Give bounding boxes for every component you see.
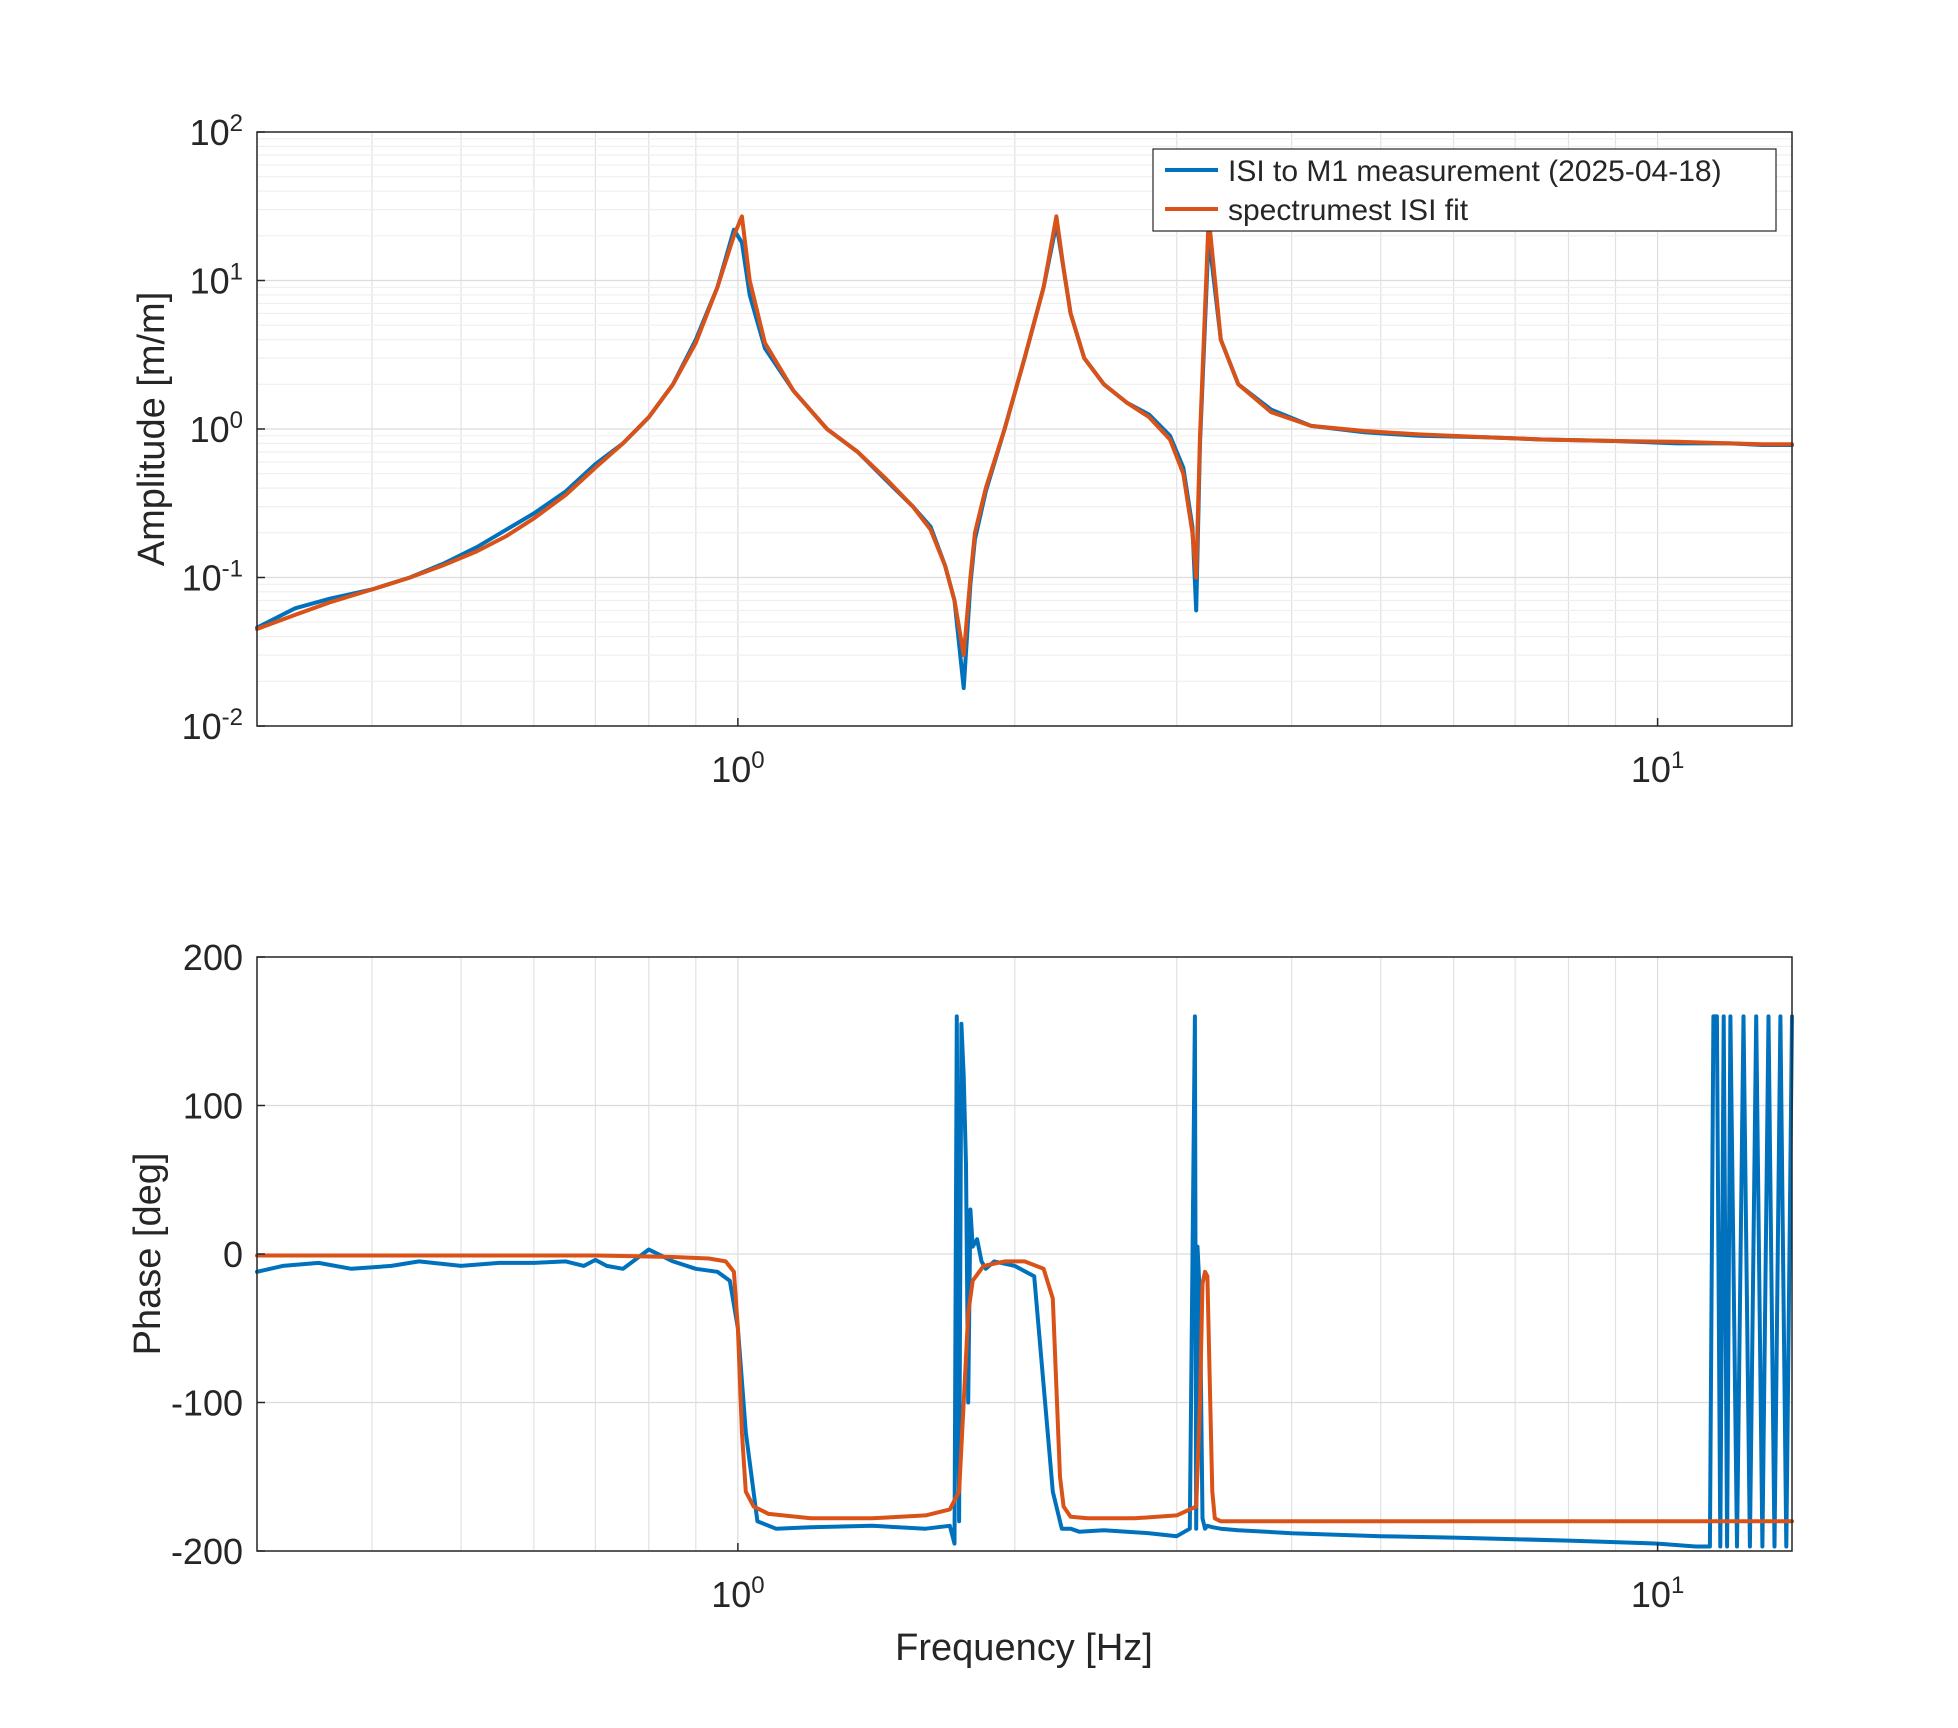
legend: ISI to M1 measurement (2025-04-18) spect…: [1152, 148, 1777, 232]
phase-panel: 200 100 0 -100 -200 100 101 Phase [deg] Frequ…: [127, 937, 1794, 1669]
amplitude-lines: [255, 214, 1794, 691]
phase-y-tick-labels: 200 100 0 -100 -200: [171, 937, 265, 1572]
legend-box: [1152, 148, 1777, 232]
amplitude-panel: 10-2 10-1 100 101 102 100 101 Amplitude [m/m]…: [131, 110, 1794, 790]
legend-fit-label: spectrumest ISI fit: [1228, 194, 1469, 227]
x-tick-label: 101: [1631, 1572, 1684, 1615]
y-tick-label: 101: [190, 259, 243, 302]
legend-measurement-label: ISI to M1 measurement (2025-04-18): [1228, 155, 1722, 188]
phase-lines: [255, 1014, 1794, 1549]
y-tick-label: 100: [190, 407, 243, 450]
phase-y-axis-label: Phase [deg]: [127, 1153, 169, 1356]
x-tick-label: 101: [1631, 747, 1684, 790]
phase-series-line-fit: [255, 1253, 1794, 1524]
x-tick-label: 100: [711, 1572, 764, 1615]
phase-x-tick-labels: 100 101: [711, 1543, 1684, 1615]
amplitude-x-tick-labels: 100 101: [711, 718, 1684, 790]
y-tick-label: -100: [171, 1383, 243, 1424]
y-tick-label: 200: [183, 937, 243, 978]
amplitude-series-line-fit: [255, 214, 1794, 658]
y-tick-label: 0: [223, 1234, 243, 1275]
y-tick-label: -200: [171, 1531, 243, 1572]
x-tick-label: 100: [711, 747, 764, 790]
y-tick-label: 102: [190, 110, 243, 153]
amplitude-y-axis-label: Amplitude [m/m]: [131, 292, 173, 567]
y-tick-label: 10-2: [182, 704, 243, 747]
amplitude-y-tick-labels: 10-2 10-1 100 101 102: [182, 110, 265, 747]
y-tick-label: 10-1: [182, 556, 243, 599]
phase-series-line-measurement: [255, 1014, 1794, 1549]
amplitude-grid: [256, 132, 1792, 726]
y-tick-label: 100: [183, 1086, 243, 1127]
x-axis-label: Frequency [Hz]: [895, 1627, 1153, 1669]
